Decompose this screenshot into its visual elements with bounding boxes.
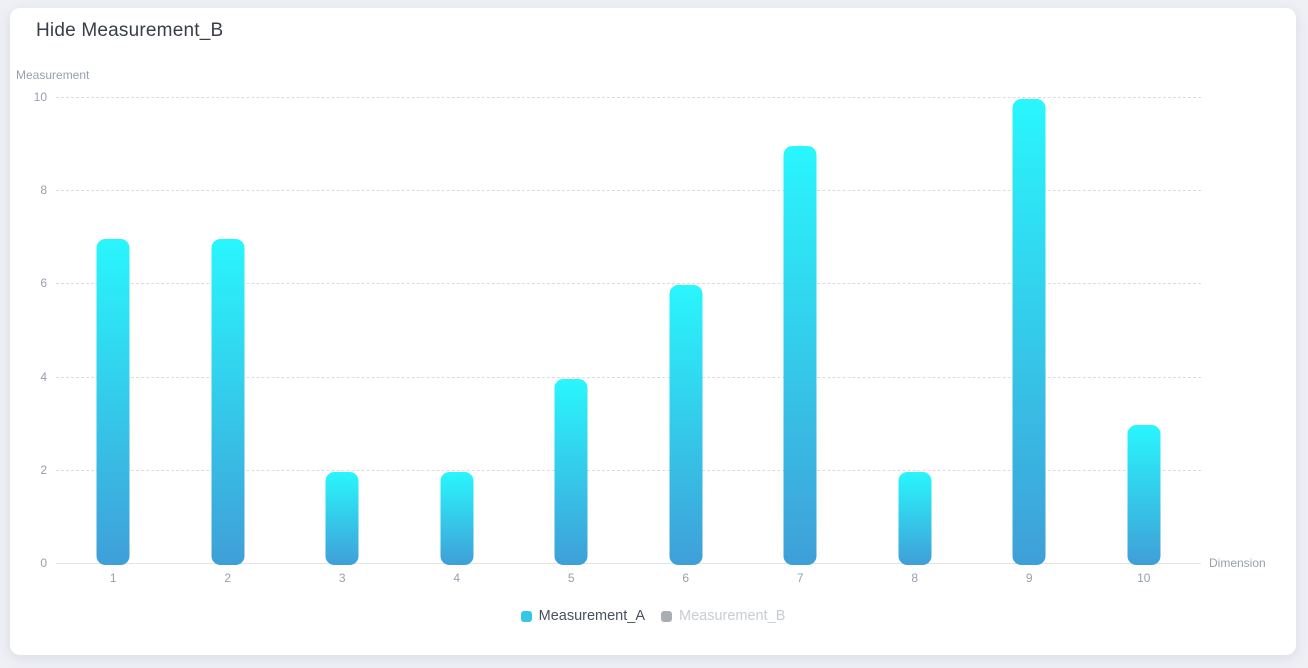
- bar-measurement_a-x3[interactable]: [325, 471, 359, 565]
- x-tick-label-5: 5: [567, 571, 575, 585]
- bar-slot-1: [56, 97, 171, 565]
- bar-measurement_a-x5[interactable]: [554, 378, 588, 565]
- x-tick-label-7: 7: [796, 571, 804, 585]
- x-tick-label-6: 6: [682, 571, 690, 585]
- gridline-y-4: [56, 376, 1201, 378]
- bar-measurement_a-x6[interactable]: [669, 285, 703, 565]
- x-tick-label-10: 10: [1137, 571, 1151, 585]
- gridline-y-6: [56, 283, 1201, 285]
- legend-item-measurement_b[interactable]: Measurement_B: [661, 608, 785, 624]
- x-tick-label-9: 9: [1025, 571, 1033, 585]
- x-tick-labels: 1 2 3 4 5 6 7 8 9 10: [56, 571, 1201, 585]
- legend-marker-measurement_b: [661, 610, 672, 622]
- bar-measurement_a-x9[interactable]: [1012, 99, 1046, 565]
- x-axis-name: Dimension: [1209, 556, 1266, 570]
- gridline-y-8: [56, 190, 1201, 192]
- x-tick-label-3: 3: [338, 571, 346, 585]
- legend: Measurement_A Measurement_B: [10, 608, 1296, 624]
- x-tick-label-2: 2: [224, 571, 232, 585]
- y-tick-label-10: 10: [33, 90, 47, 104]
- bar-slot-10: [1087, 97, 1202, 565]
- gridline-y-2: [56, 469, 1201, 471]
- legend-marker-measurement_a: [520, 610, 532, 622]
- y-tick-label-8: 8: [40, 183, 47, 198]
- y-tick-label-2: 2: [40, 462, 47, 477]
- bar-slot-6: [629, 97, 744, 565]
- y-axis-name: Measurement: [16, 68, 90, 82]
- chart-title: Hide Measurement_B: [36, 20, 224, 41]
- bar-series-measurement-a: [56, 97, 1202, 565]
- bar-measurement_a-x2[interactable]: [211, 238, 245, 565]
- legend-label-measurement_a: Measurement_A: [538, 608, 645, 624]
- bar-slot-9: [972, 97, 1087, 565]
- plot-area: 0 2 4 6 8 10 1 2 3 4 5 6 7 8 9 10 Dimension: [34, 90, 1266, 585]
- chart-card: Hide Measurement_B Measurement 0 2 4 6 8 10 1…: [10, 8, 1296, 655]
- y-tick-label-0: 0: [40, 556, 47, 570]
- bar-measurement_a-x8[interactable]: [898, 471, 932, 565]
- legend-label-measurement_b: Measurement_B: [679, 608, 786, 624]
- x-tick-label-8: 8: [911, 571, 919, 585]
- bar-slot-2: [171, 97, 286, 565]
- legend-item-measurement_a[interactable]: Measurement_A: [520, 608, 645, 624]
- bar-measurement_a-x1[interactable]: [96, 238, 130, 565]
- y-tick-label-6: 6: [40, 276, 47, 291]
- gridline-y-10: [56, 97, 1201, 98]
- x-tick-label-4: 4: [453, 571, 461, 585]
- bar-measurement_a-x4[interactable]: [440, 471, 474, 565]
- bar-slot-7: [743, 97, 858, 565]
- bar-measurement_a-x7[interactable]: [783, 145, 817, 565]
- bar-slot-3: [285, 97, 400, 565]
- x-tick-label-1: 1: [109, 571, 117, 585]
- bar-slot-5: [514, 97, 629, 565]
- bar-slot-4: [400, 97, 515, 565]
- x-axis-line: [56, 563, 1201, 564]
- bar-measurement_a-x10[interactable]: [1127, 425, 1161, 565]
- bar-slot-8: [858, 97, 973, 565]
- y-tick-label-4: 4: [40, 369, 47, 384]
